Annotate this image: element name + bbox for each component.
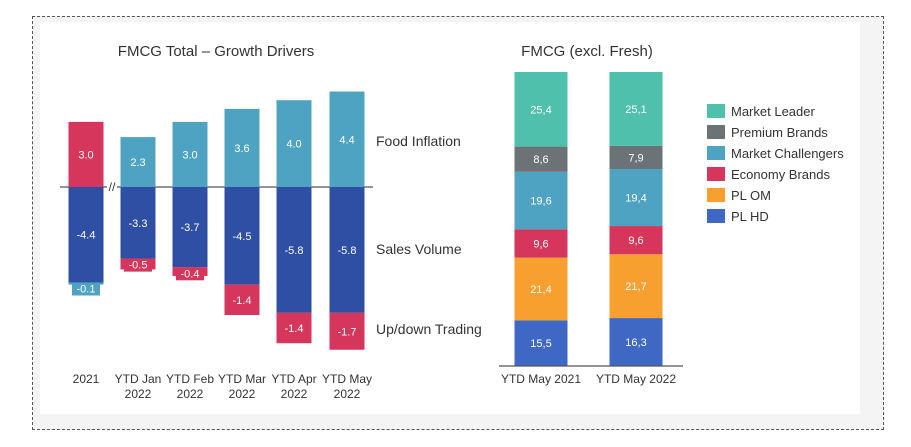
- label-updown-trading-ytd-jan-2022: -0.5: [129, 260, 148, 272]
- label-sales-volume-ytd-may-2022: -5.8: [338, 245, 357, 257]
- label-pl-hd-ytd-may-2022: 16,3: [625, 337, 646, 349]
- label-sales-volume-ytd-apr-2022: -5.8: [285, 245, 304, 257]
- label-market-leader-ytd-may-2022: 25,1: [625, 104, 646, 116]
- label-pl-om-ytd-may-2022: 21,7: [625, 281, 646, 293]
- bar-market-challengers-ytd-may-2022: [609, 169, 663, 227]
- legend-label-market-challengers: Market Challengers: [731, 146, 844, 161]
- series-label-food-inflation: Food Inflation: [376, 133, 461, 149]
- legend-label-market-leader: Market Leader: [731, 104, 815, 119]
- bar-sales-volume-ytd-may-2022: [329, 187, 365, 313]
- tick-label-ytd-feb-2022-1: YTD Feb: [166, 372, 214, 386]
- bar-economy-brands-ytd-may-2022: [609, 226, 663, 255]
- label-economy-brands-ytd-may-2021: 9,6: [533, 239, 548, 251]
- bar-sales-volume-ytd-apr-2022: [276, 187, 312, 313]
- label-food-inflation-ytd-apr-2022: 4.0: [286, 139, 301, 151]
- tick-label-ytd-may-2022: YTD May 2022: [596, 372, 676, 386]
- tick-label-ytd-mar-2022-1: YTD Mar: [218, 372, 266, 386]
- bar-pl-hd-ytd-may-2021: [514, 320, 568, 366]
- label-food-inflation-ytd-mar-2022: 3.6: [234, 143, 249, 155]
- bar-updown-trading-ytd-apr-2022: [276, 312, 312, 344]
- bar-updown-trading-ytd-may-2022: [329, 312, 365, 350]
- label-economy-brands-ytd-may-2022: 9,6: [628, 235, 643, 247]
- axis-break-marker: //: [109, 180, 116, 194]
- tick-label-ytd-feb-2022-2: 2022: [177, 387, 204, 401]
- bar-market-leader-ytd-may-2021: [514, 72, 568, 147]
- label-updown-trading-2021: -0.1: [77, 283, 96, 295]
- bar-premium-brands-ytd-may-2022: [609, 145, 663, 170]
- legend-label-economy-brands: Economy Brands: [731, 167, 830, 182]
- bar-pl-om-ytd-may-2022: [609, 254, 663, 319]
- label-food-inflation-ytd-may-2022: 4.4: [339, 134, 354, 146]
- axis-break-gap: [107, 183, 117, 191]
- fmcg-share-chart: 15,5 21,4 9,6 19,6 8,6 25,4 YTD May 2021 16,3 21…: [499, 72, 683, 386]
- tick-label-2021-1: 2021: [73, 372, 100, 386]
- bar-sales-volume-2021: [68, 187, 104, 283]
- label-sales-volume-ytd-jan-2022: -3.3: [129, 218, 148, 230]
- bar-food-inflation-ytd-feb-2022: [172, 121, 208, 187]
- legend: Market Leader Premium Brands Market Challe…: [707, 104, 844, 224]
- bar-food-inflation-ytd-mar-2022: [224, 108, 260, 187]
- tick-label-ytd-jan-2022-2: 2022: [125, 387, 152, 401]
- label-premium-brands-ytd-may-2021: 8,6: [533, 154, 548, 166]
- label-updown-trading-ytd-mar-2022: -1.4: [233, 295, 252, 307]
- label-sales-volume-ytd-feb-2022: -3.7: [181, 222, 200, 234]
- legend-swatch-premium-brands: [707, 125, 725, 139]
- label-updown-trading-ytd-apr-2022: -1.4: [285, 323, 304, 335]
- bar-market-challengers-ytd-may-2021: [514, 171, 568, 230]
- bar-sales-volume-ytd-jan-2022: [120, 187, 156, 259]
- label-sales-volume-ytd-mar-2022: -4.5: [233, 231, 252, 243]
- label-box-updown-trading-ytd-jan-2022: [124, 258, 152, 272]
- tick-label-ytd-apr-2022-1: YTD Apr: [271, 372, 316, 386]
- label-market-leader-ytd-may-2021: 25,4: [530, 104, 551, 116]
- chart-title-fmcg-excl-fresh: FMCG (excl. Fresh): [521, 43, 653, 60]
- bar-food-inflation-ytd-jan-2022: [120, 137, 156, 187]
- label-sales-volume-2021: -4.4: [77, 230, 96, 242]
- label-box-updown-trading-2021: [72, 282, 100, 296]
- chart-title-growth-drivers: FMCG Total – Growth Drivers: [118, 43, 314, 60]
- series-label-up-down-trading: Up/down Trading: [376, 321, 482, 337]
- bar-premium-brands-ytd-may-2021: [514, 146, 568, 172]
- bar-economy-brands-ytd-may-2021: [514, 229, 568, 258]
- legend-label-pl-hd: PL HD: [731, 209, 769, 224]
- bar-food-inflation-ytd-apr-2022: [276, 100, 312, 187]
- legend-label-premium-brands: Premium Brands: [731, 125, 828, 140]
- tick-label-ytd-apr-2022-2: 2022: [281, 387, 308, 401]
- label-market-challengers-ytd-may-2022: 19,4: [625, 193, 646, 205]
- bar-food-inflation-2021: [68, 121, 104, 187]
- bar-food-inflation-ytd-may-2022: [329, 91, 365, 187]
- label-food-inflation-ytd-jan-2022: 2.3: [130, 157, 145, 169]
- legend-swatch-pl-om: [707, 188, 725, 202]
- tick-label-ytd-may-2022-1: YTD May: [322, 372, 372, 386]
- label-food-inflation-2021: 3.0: [78, 149, 93, 161]
- bar-sales-volume-ytd-feb-2022: [172, 187, 208, 268]
- label-food-inflation-ytd-feb-2022: 3.0: [182, 149, 197, 161]
- label-market-challengers-ytd-may-2021: 19,6: [530, 196, 551, 208]
- label-box-updown-trading-ytd-feb-2022: [176, 267, 204, 281]
- bar-market-leader-ytd-may-2022: [609, 72, 663, 146]
- legend-label-pl-om: PL OM: [731, 188, 771, 203]
- tick-label-ytd-may-2021: YTD May 2021: [501, 372, 581, 386]
- legend-swatch-market-leader: [707, 104, 725, 118]
- tick-label-ytd-may-2022-2: 2022: [334, 387, 361, 401]
- bar-sales-volume-ytd-mar-2022: [224, 187, 260, 285]
- bar-pl-om-ytd-may-2021: [514, 257, 568, 321]
- tick-label-ytd-jan-2022-1: YTD Jan: [115, 372, 162, 386]
- label-pl-om-ytd-may-2021: 21,4: [530, 284, 551, 296]
- label-updown-trading-ytd-feb-2022: -0.4: [181, 268, 200, 280]
- bar-pl-hd-ytd-may-2022: [609, 318, 663, 366]
- label-pl-hd-ytd-may-2021: 15,5: [530, 338, 551, 350]
- bar-updown-trading-ytd-mar-2022: [224, 284, 260, 316]
- series-label-sales-volume: Sales Volume: [376, 241, 462, 257]
- legend-swatch-pl-hd: [707, 209, 725, 223]
- label-premium-brands-ytd-may-2022: 7,9: [628, 152, 643, 164]
- legend-swatch-market-challengers: [707, 146, 725, 160]
- legend-swatch-economy-brands: [707, 167, 725, 181]
- label-updown-trading-ytd-may-2022: -1.7: [338, 326, 357, 338]
- tick-label-ytd-mar-2022-2: 2022: [229, 387, 256, 401]
